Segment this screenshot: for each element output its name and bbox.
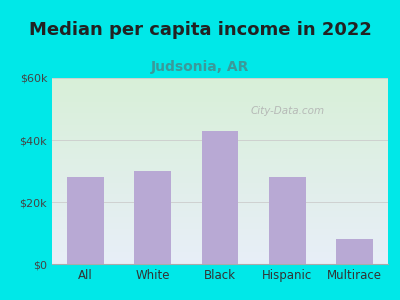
Text: City-Data.com: City-Data.com (250, 106, 324, 116)
Bar (67, 177, 104, 264)
Bar (269, 177, 306, 264)
Bar (134, 171, 171, 264)
Bar (336, 239, 373, 264)
Text: Judsonia, AR: Judsonia, AR (151, 60, 249, 74)
Bar (202, 131, 238, 264)
Text: Median per capita income in 2022: Median per capita income in 2022 (28, 21, 372, 39)
